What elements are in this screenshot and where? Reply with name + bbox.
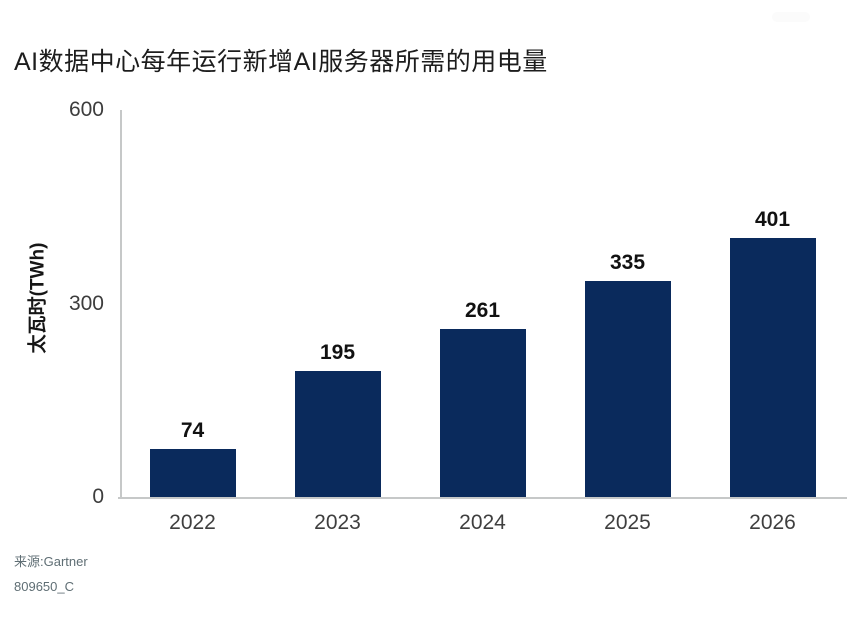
y-axis-tick-label: 0: [92, 485, 104, 508]
y-axis-line: [120, 110, 122, 497]
bar-2022: [149, 449, 236, 497]
plot-area: 74 2022 195 2023 261 2024 335 2025 401 2026 0 300 60…: [69, 98, 847, 534]
chart-title: AI数据中心每年运行新增AI服务器所需的用电量: [14, 48, 548, 76]
source-code: 809650_C: [14, 579, 74, 594]
x-axis-tick-label: 2026: [749, 511, 796, 534]
x-axis-tick-label: 2022: [169, 511, 216, 534]
bar-value-label: 261: [464, 298, 501, 322]
bar-value-label: 74: [180, 419, 205, 443]
x-axis-tick-label: 2023: [314, 511, 361, 534]
bar-value-label: 195: [319, 341, 356, 365]
bar-value-label: 335: [609, 250, 646, 274]
bar-2023: [294, 371, 381, 497]
x-axis-tick-label: 2025: [604, 511, 651, 534]
bar-value-label: 401: [754, 208, 791, 232]
y-axis-tick-label: 600: [68, 98, 104, 121]
source-line: 来源:Gartner: [14, 554, 88, 569]
bar-2024: [439, 328, 526, 497]
y-axis-tick-label: 300: [68, 291, 104, 315]
faint-artifact: [772, 12, 810, 22]
x-axis-tick-label: 2024: [459, 511, 506, 534]
bar-2026: [729, 238, 816, 497]
bar-2025: [584, 280, 671, 497]
source-block: 来源:Gartner 809650_C: [14, 549, 88, 599]
x-axis-line: [118, 497, 847, 499]
